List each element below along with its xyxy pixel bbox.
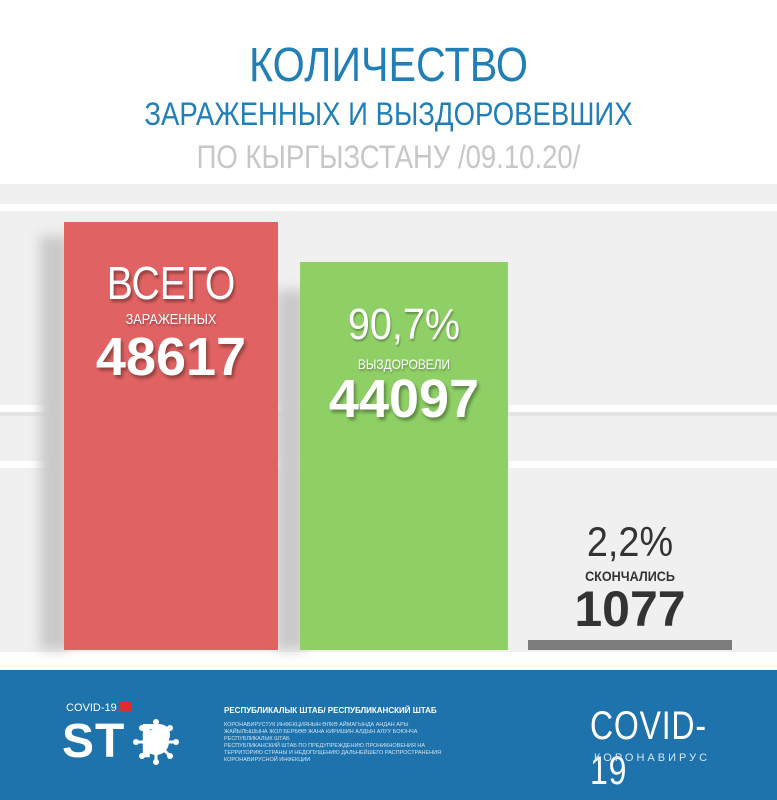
region-date-line: ПО КЫРГЫЗСТАНУ /09.10.20/ bbox=[196, 139, 581, 175]
staff-text-kg: КОРОНАВИРУСТУК ИНФЕКЦИЯНЫН ӨЛКӨ АЙМАГЫНД… bbox=[224, 722, 418, 742]
infected-top-label: ВСЕГО bbox=[106, 257, 236, 309]
staff-text: КОРОНАВИРУСТУК ИНФЕКЦИЯНЫН ӨЛКӨ АЙМАГЫНД… bbox=[224, 722, 449, 764]
bar-infected bbox=[64, 222, 278, 650]
recovered-value: 44097 bbox=[328, 369, 480, 429]
footer: COVID-19 ST P РЕСПУБЛИКАЛЫК ШТАБ/ РЕСПУБ… bbox=[0, 670, 777, 800]
infected-label: ЗАРАЖЕННЫХ bbox=[125, 311, 217, 328]
covid-title: COVID-19 bbox=[590, 704, 707, 793]
kyrgyz-flag-icon bbox=[120, 702, 132, 711]
bar-recovered bbox=[300, 262, 508, 650]
infected-value: 48617 bbox=[95, 327, 247, 387]
page-title: КОЛИЧЕСТВО bbox=[249, 39, 528, 92]
coronavirus-label: КОРОНАВИРУС bbox=[594, 752, 711, 764]
bar-deceased bbox=[528, 640, 732, 650]
deceased-label: СКОНЧАЛИСЬ bbox=[585, 568, 675, 584]
recovered-label: ВЫЗДОРОВЕЛИ bbox=[357, 356, 451, 372]
deceased-percent: 2,2% bbox=[586, 518, 674, 565]
staff-title: РЕСПУБЛИКАЛЫК ШТАБ/ РЕСПУБЛИКАНСКИЙ ШТАБ bbox=[224, 706, 437, 715]
stop-covid-label: COVID-19 bbox=[66, 702, 117, 714]
deceased-value: 1077 bbox=[574, 581, 686, 637]
page-subtitle: ЗАРАЖЕННЫХ И ВЫЗДОРОВЕВШИХ bbox=[144, 96, 633, 132]
virus-icon bbox=[133, 719, 179, 765]
recovered-percent: 90,7% bbox=[347, 300, 461, 349]
staff-text-ru: РЕСПУБЛИКАНСКИЙ ШТАБ ПО ПРЕДУПРЕЖДЕНИЮ П… bbox=[224, 743, 442, 763]
header: КОЛИЧЕСТВО ЗАРАЖЕННЫХ И ВЫЗДОРОВЕВШИХ ПО… bbox=[0, 0, 777, 190]
background-stripe bbox=[0, 204, 777, 211]
